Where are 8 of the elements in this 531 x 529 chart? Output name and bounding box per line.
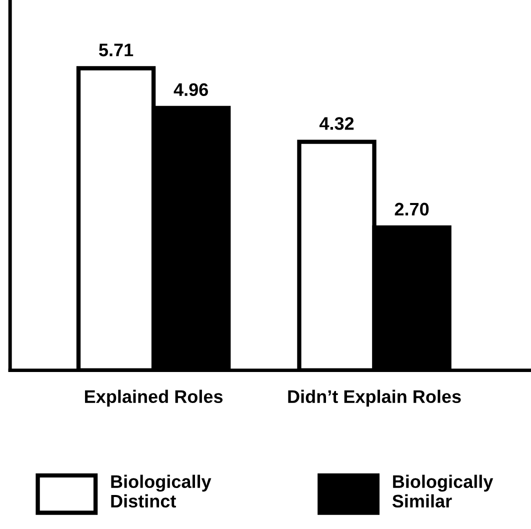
x-tick-label: Explained Roles <box>85 390 223 407</box>
data-label: 5.71 <box>99 44 134 56</box>
legend-label: Biologically Similar <box>392 474 494 508</box>
legend-label: Biologically Distinct <box>111 474 212 508</box>
data-label: 4.96 <box>174 83 208 96</box>
data-label: 4.32 <box>319 117 354 130</box>
data-label: 2.70 <box>394 202 429 216</box>
x-tick-label: Didn’t Explain Roles <box>288 390 461 407</box>
